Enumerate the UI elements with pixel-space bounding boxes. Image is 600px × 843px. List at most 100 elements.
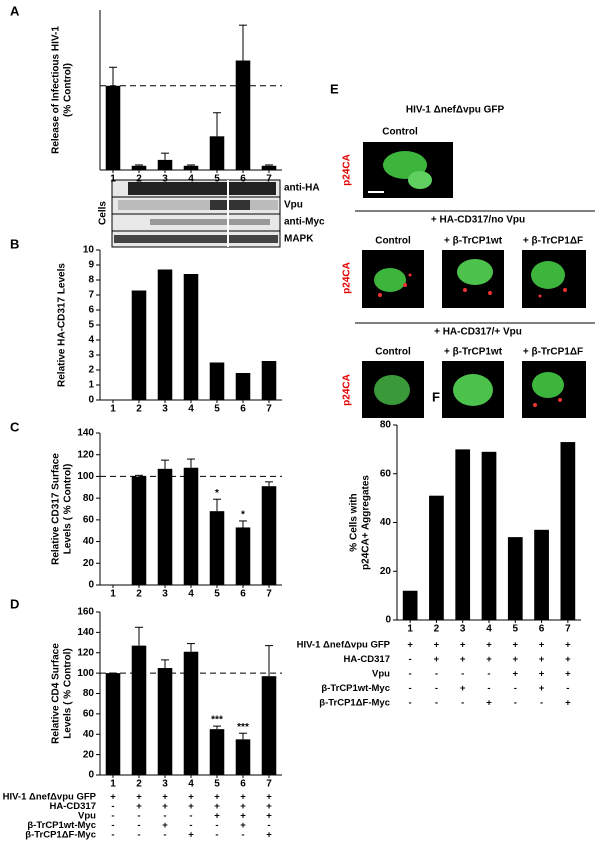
x-tick-label: 3: [162, 779, 168, 790]
condition-value: +: [513, 669, 519, 680]
bar: [131, 476, 147, 585]
condition-value: +: [539, 640, 545, 651]
bar: [429, 495, 444, 620]
y-tick-label: 100: [77, 668, 94, 679]
condition-value: +: [434, 654, 440, 665]
blot-side-label: Cells: [98, 201, 109, 225]
x-tick-label: 2: [434, 624, 440, 635]
x-tick-label: 4: [188, 589, 194, 600]
y-axis-label: % Cells with: [349, 493, 360, 551]
y-tick-label: 140: [77, 627, 94, 638]
bar: [157, 269, 173, 400]
image-label: Control: [382, 127, 418, 138]
significance-mark: *: [241, 510, 245, 521]
condition-value: +: [407, 640, 413, 651]
x-tick-label: 2: [136, 404, 142, 415]
condition-value: +: [266, 801, 272, 812]
condition-value: -: [163, 811, 166, 822]
bar: [402, 590, 418, 620]
x-tick-label: 6: [240, 404, 246, 415]
bar: [209, 362, 225, 400]
y-tick-label: 120: [77, 647, 94, 658]
y-tick-label: 3: [88, 350, 94, 361]
condition-value: +: [136, 801, 142, 812]
group-title: + HA-CD317/+ Vpu: [434, 327, 522, 338]
band: [210, 200, 250, 210]
y-axis-label: (% Control): [63, 63, 74, 117]
y-tick-label: 60: [83, 514, 95, 525]
condition-value: -: [409, 669, 412, 680]
condition-value: -: [111, 830, 114, 841]
panel-letter: B: [10, 236, 19, 251]
western-blot: [111, 179, 281, 248]
condition-value: +: [214, 801, 220, 812]
y-tick-label: 160: [77, 607, 94, 618]
x-tick-label: 5: [214, 589, 220, 600]
x-tick-label: 7: [266, 174, 272, 185]
x-tick-label: 1: [110, 404, 116, 415]
condition-label: HIV-1 ΔnefΔvpu GFP: [297, 640, 391, 651]
condition-value: +: [214, 811, 220, 822]
y-tick-label: 4: [88, 335, 94, 346]
x-tick-label: 2: [136, 779, 142, 790]
x-tick-label: 7: [266, 589, 272, 600]
x-tick-label: 7: [266, 404, 272, 415]
x-tick-label: 6: [240, 779, 246, 790]
x-tick-label: 4: [486, 624, 492, 635]
x-tick-label: 5: [214, 779, 220, 790]
bar: [183, 651, 199, 775]
bar: [209, 136, 225, 170]
y-tick-label: 9: [88, 260, 94, 271]
y-tick-label: 60: [83, 709, 95, 720]
condition-value: +: [460, 683, 466, 694]
band: [118, 200, 278, 210]
x-tick-label: 5: [214, 174, 220, 185]
x-tick-label: 3: [162, 174, 168, 185]
bar: [235, 60, 251, 170]
bar: [209, 511, 225, 585]
y-tick-label: 80: [83, 688, 95, 699]
blot-label: MAPK: [284, 234, 314, 245]
y-tick-label: 20: [380, 566, 392, 577]
condition-value: +: [565, 698, 571, 709]
y-axis-label: Levels ( % Control): [63, 464, 74, 555]
condition-label: HA-CD317: [50, 801, 96, 812]
condition-value: +: [188, 830, 194, 841]
x-tick-label: 4: [188, 779, 194, 790]
x-tick-label: 3: [162, 589, 168, 600]
condition-value: -: [111, 820, 114, 831]
bar: [209, 729, 225, 775]
condition-value: +: [486, 654, 492, 665]
bar: [157, 159, 173, 170]
bar: [560, 442, 576, 620]
bar: [157, 668, 173, 775]
condition-label: β-TrCP1wt-Myc: [321, 683, 390, 694]
image-label: + β-TrCP1ΔF: [523, 347, 583, 358]
micrograph: [362, 250, 586, 308]
y-axis-label: Relative CD4 Surface: [51, 643, 62, 744]
y-tick-label: 1: [88, 380, 94, 391]
y-tick-label: 10: [83, 245, 95, 256]
condition-value: -: [409, 683, 412, 694]
group-title: + HA-CD317/no Vpu: [431, 215, 525, 226]
bar: [507, 537, 523, 620]
condition-value: -: [435, 698, 438, 709]
bar: [183, 274, 199, 400]
panel-letter: D: [10, 596, 19, 611]
y-tick-label: 100: [77, 471, 94, 482]
panel-letter: F: [432, 389, 440, 404]
condition-value: -: [215, 830, 218, 841]
panel-letter: E: [330, 81, 339, 96]
condition-value: -: [409, 654, 412, 665]
blot-label: anti-HA: [284, 183, 320, 194]
y-tick-label: 40: [83, 536, 95, 547]
condition-value: +: [565, 640, 571, 651]
x-tick-label: 7: [266, 779, 272, 790]
condition-label: HIV-1 ΔnefΔvpu GFP: [3, 792, 97, 803]
x-tick-label: 5: [214, 404, 220, 415]
condition-value: +: [539, 654, 545, 665]
stain-label: p24CA: [342, 154, 353, 186]
condition-value: -: [137, 820, 140, 831]
y-tick-label: 6: [88, 305, 94, 316]
y-axis-label: p24CA+ Aggregates: [361, 475, 372, 570]
